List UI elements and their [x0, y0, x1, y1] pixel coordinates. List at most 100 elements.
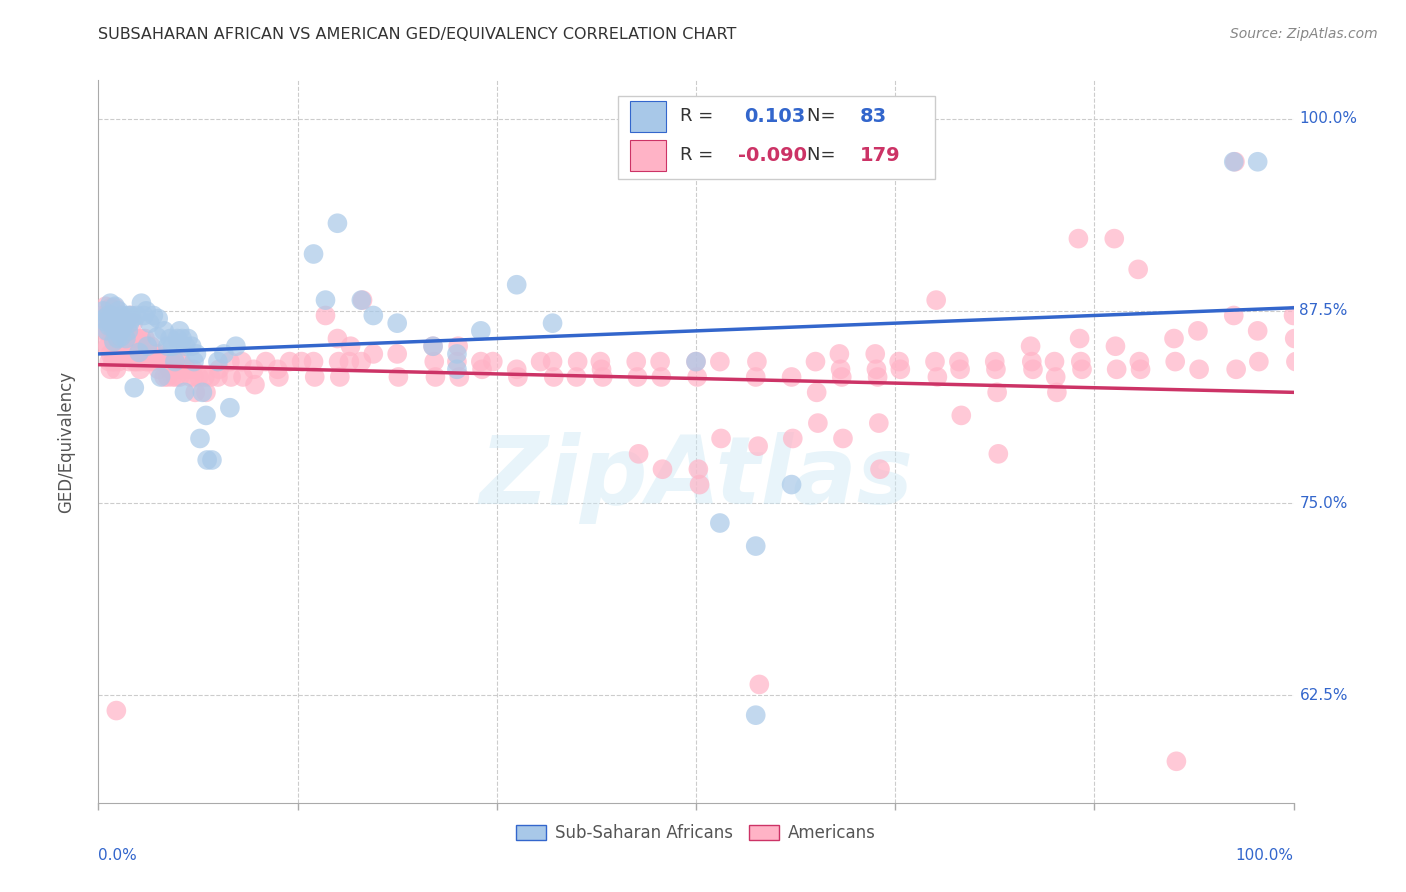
Text: 75.0%: 75.0%	[1299, 496, 1348, 510]
Point	[1284, 332, 1306, 346]
Point	[108, 311, 131, 326]
Point	[107, 304, 129, 318]
Point	[830, 362, 852, 376]
Point	[128, 345, 150, 359]
Point	[363, 347, 385, 361]
Point	[685, 354, 707, 368]
Point	[865, 347, 887, 361]
Point	[98, 354, 121, 368]
Point	[98, 319, 121, 334]
Point	[134, 332, 156, 346]
Point	[685, 354, 707, 368]
Point	[219, 354, 242, 368]
Point	[352, 293, 374, 307]
Point	[124, 354, 146, 368]
Y-axis label: GED/Equivalency: GED/Equivalency	[56, 370, 75, 513]
Point	[780, 477, 803, 491]
Point	[191, 385, 214, 400]
Point	[291, 354, 314, 368]
Point	[927, 370, 949, 384]
Point	[1069, 332, 1091, 346]
Point	[745, 539, 768, 553]
Point	[131, 347, 153, 361]
Point	[172, 362, 194, 376]
Point	[176, 362, 198, 376]
Point	[626, 354, 648, 368]
Point	[181, 362, 204, 376]
Point	[541, 316, 564, 330]
Point	[101, 319, 124, 334]
Point	[156, 370, 179, 384]
Point	[1223, 309, 1246, 323]
Point	[96, 324, 118, 338]
Point	[1225, 362, 1247, 376]
Point	[350, 354, 373, 368]
Point	[93, 311, 115, 326]
Point	[136, 339, 159, 353]
Point	[350, 293, 373, 307]
Point	[98, 301, 122, 315]
Point	[183, 370, 205, 384]
Point	[745, 708, 768, 723]
Point	[648, 354, 672, 368]
Point	[157, 354, 180, 368]
Point	[173, 385, 195, 400]
Point	[949, 362, 972, 376]
Point	[163, 354, 186, 368]
Point	[174, 339, 197, 353]
Point	[868, 416, 890, 430]
Point	[385, 347, 409, 361]
Point	[425, 370, 447, 384]
Point	[446, 354, 468, 368]
Point	[169, 324, 191, 338]
Point	[200, 370, 222, 384]
Point	[128, 332, 150, 346]
Point	[243, 362, 266, 376]
Text: SUBSAHARAN AFRICAN VS AMERICAN GED/EQUIVALENCY CORRELATION CHART: SUBSAHARAN AFRICAN VS AMERICAN GED/EQUIV…	[98, 27, 737, 42]
Point	[1164, 354, 1187, 368]
Point	[98, 296, 122, 310]
FancyBboxPatch shape	[619, 96, 935, 179]
Point	[385, 316, 409, 330]
Text: 87.5%: 87.5%	[1299, 303, 1348, 318]
Point	[339, 339, 361, 353]
Point	[315, 293, 337, 307]
Text: 83: 83	[859, 107, 887, 126]
Point	[212, 347, 235, 361]
Point	[114, 316, 136, 330]
FancyBboxPatch shape	[630, 101, 666, 132]
Point	[1128, 354, 1150, 368]
Point	[219, 370, 242, 384]
Point	[117, 347, 139, 361]
Point	[167, 354, 190, 368]
FancyBboxPatch shape	[630, 140, 666, 170]
Point	[159, 332, 181, 346]
Point	[98, 347, 122, 361]
Point	[422, 339, 444, 353]
Point	[120, 309, 142, 323]
Point	[148, 311, 170, 326]
Point	[363, 309, 385, 323]
Point	[100, 309, 122, 323]
Point	[804, 354, 827, 368]
Point	[110, 330, 132, 344]
Point	[745, 370, 768, 384]
Point	[105, 704, 128, 718]
Point	[180, 339, 202, 353]
Point	[541, 354, 564, 368]
Point	[153, 370, 176, 384]
Point	[165, 370, 187, 384]
Point	[304, 370, 326, 384]
Point	[745, 354, 768, 368]
Point	[423, 354, 446, 368]
Point	[163, 354, 186, 368]
Point	[984, 362, 1007, 376]
Point	[1021, 354, 1043, 368]
Point	[865, 362, 887, 376]
Text: 100.0%: 100.0%	[1236, 847, 1294, 863]
Point	[170, 354, 193, 368]
Point	[96, 324, 118, 338]
Point	[91, 309, 114, 323]
Point	[688, 462, 710, 476]
Point	[135, 304, 157, 318]
